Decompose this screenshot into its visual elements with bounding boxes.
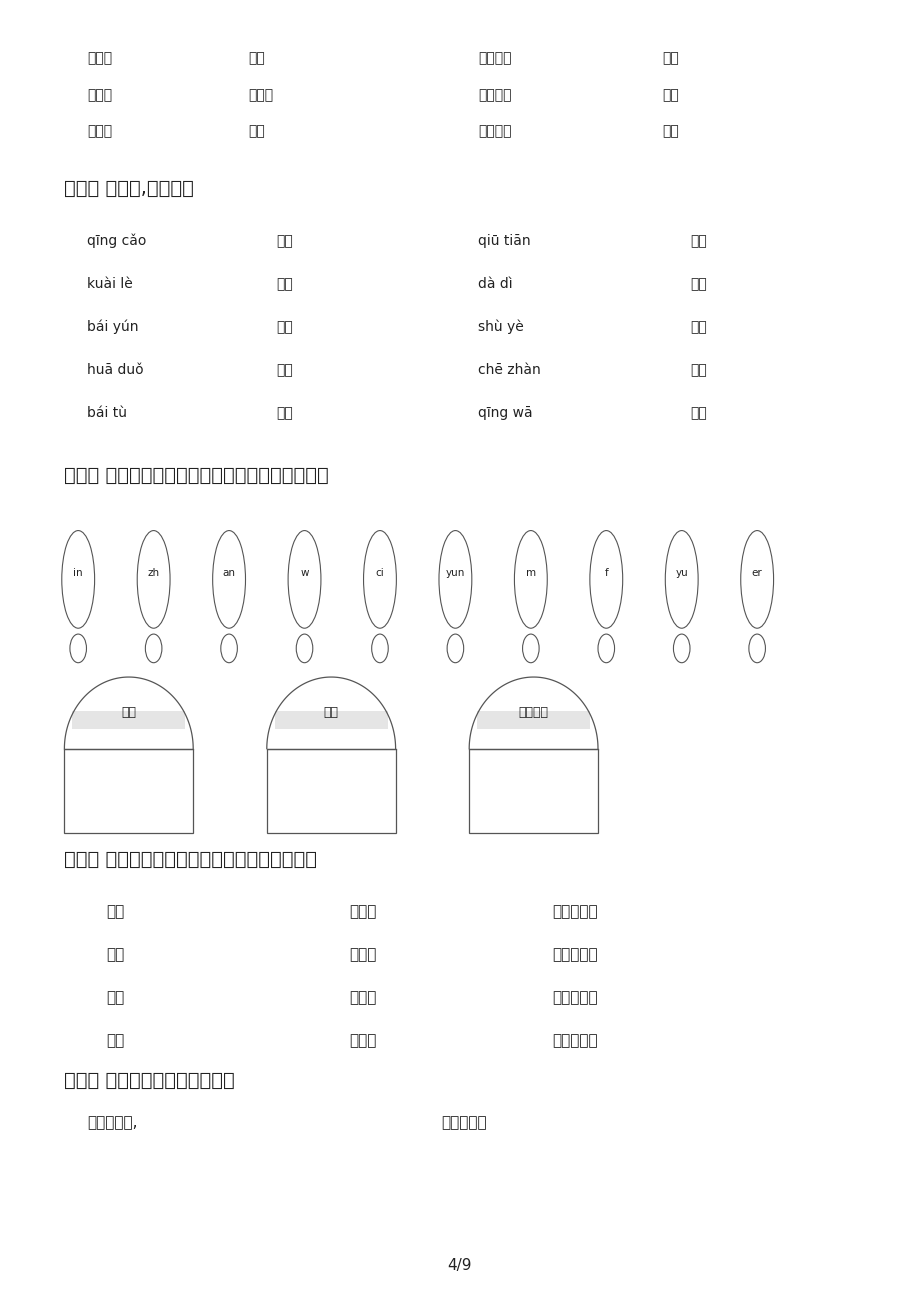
Text: 声母: 声母 [121, 707, 136, 719]
Text: 雪花纷纷落: 雪花纷纷落 [551, 1032, 597, 1048]
Text: in: in [74, 568, 83, 578]
Text: yu: yu [675, 568, 687, 578]
Text: 燕子做新窝: 燕子做新窝 [551, 990, 597, 1005]
Text: 快乐: 快乐 [276, 363, 292, 376]
Text: 十三、 听老师读儿歌，根据你听到的内容连线。: 十三、 听老师读儿歌，根据你听到的内容连线。 [64, 850, 317, 868]
Text: 十四、 根据平日的积累连一连。: 十四、 根据平日的积累连一连。 [64, 1072, 235, 1090]
Text: 青蛙: 青蛙 [689, 320, 706, 333]
Text: 眼睛: 眼睛 [662, 125, 678, 138]
FancyBboxPatch shape [72, 711, 186, 729]
Text: shù yè: shù yè [478, 319, 524, 335]
Text: qīng wā: qīng wā [478, 406, 532, 419]
Text: 阴沉沉的: 阴沉沉的 [478, 89, 511, 102]
Text: 不耻下问。: 不耻下问。 [441, 1115, 487, 1130]
Text: er: er [751, 568, 762, 578]
Text: 南风多: 南风多 [349, 947, 377, 962]
Text: 白兔: 白兔 [276, 320, 292, 333]
Text: f: f [604, 568, 607, 578]
Text: qīng cǎo: qīng cǎo [87, 233, 147, 249]
Text: qiū tiān: qiū tiān [478, 234, 530, 247]
Text: bái tù: bái tù [87, 406, 127, 419]
Text: 秋天: 秋天 [106, 990, 124, 1005]
Text: 歌台: 歌台 [248, 125, 265, 138]
Text: bái yún: bái yún [87, 319, 139, 335]
FancyBboxPatch shape [476, 711, 590, 729]
Text: an: an [222, 568, 235, 578]
Text: 绿油油的: 绿油油的 [478, 125, 511, 138]
Text: 果子成熟了: 果子成熟了 [551, 947, 597, 962]
Text: 秋天: 秋天 [689, 277, 706, 290]
Text: 韵母: 韵母 [323, 707, 338, 719]
Text: 整体认读: 整体认读 [518, 707, 548, 719]
Text: 太阳热似火: 太阳热似火 [551, 904, 597, 919]
Text: 4/9: 4/9 [448, 1258, 471, 1273]
Text: 停机坪: 停机坪 [248, 89, 273, 102]
Text: 小蜻蜓: 小蜻蜓 [87, 52, 112, 65]
Text: ci: ci [375, 568, 384, 578]
Text: kuài lè: kuài lè [87, 277, 133, 290]
Text: 夏夜: 夏夜 [662, 89, 678, 102]
Text: 车站: 车站 [689, 406, 706, 419]
Text: dà dì: dà dì [478, 277, 513, 290]
Text: yun: yun [445, 568, 465, 578]
Text: 小鱼儿: 小鱼儿 [87, 125, 112, 138]
Text: 花朵: 花朵 [276, 277, 292, 290]
Text: 西风多: 西风多 [349, 904, 377, 919]
Text: 江水三千里,: 江水三千里, [87, 1115, 138, 1130]
Text: w: w [300, 568, 309, 578]
Text: 十一、 读一读,连一连。: 十一、 读一读,连一连。 [64, 180, 194, 198]
Text: 大地: 大地 [689, 234, 706, 247]
Text: zh: zh [147, 568, 160, 578]
Text: chē zhàn: chē zhàn [478, 363, 540, 376]
Text: 天空: 天空 [662, 52, 678, 65]
Text: 青草: 青草 [276, 406, 292, 419]
Text: 树叶: 树叶 [689, 363, 706, 376]
Text: 东风多: 东风多 [349, 1032, 377, 1048]
Text: 静悄悄的: 静悄悄的 [478, 52, 511, 65]
Text: 小青蛙: 小青蛙 [87, 89, 112, 102]
Text: 夏天: 夏天 [106, 947, 124, 962]
Text: m: m [525, 568, 536, 578]
Text: 十二、 帮下面的蘑菇找到自己的家，然后连一连。: 十二、 帮下面的蘑菇找到自己的家，然后连一连。 [64, 466, 329, 484]
FancyBboxPatch shape [274, 711, 388, 729]
Text: huā duǒ: huā duǒ [87, 363, 144, 376]
Text: 冬天: 冬天 [106, 1032, 124, 1048]
Text: 摇篮: 摇篮 [248, 52, 265, 65]
Text: 北风多: 北风多 [349, 990, 377, 1005]
Text: 春天: 春天 [106, 904, 124, 919]
Text: 白云: 白云 [276, 234, 292, 247]
